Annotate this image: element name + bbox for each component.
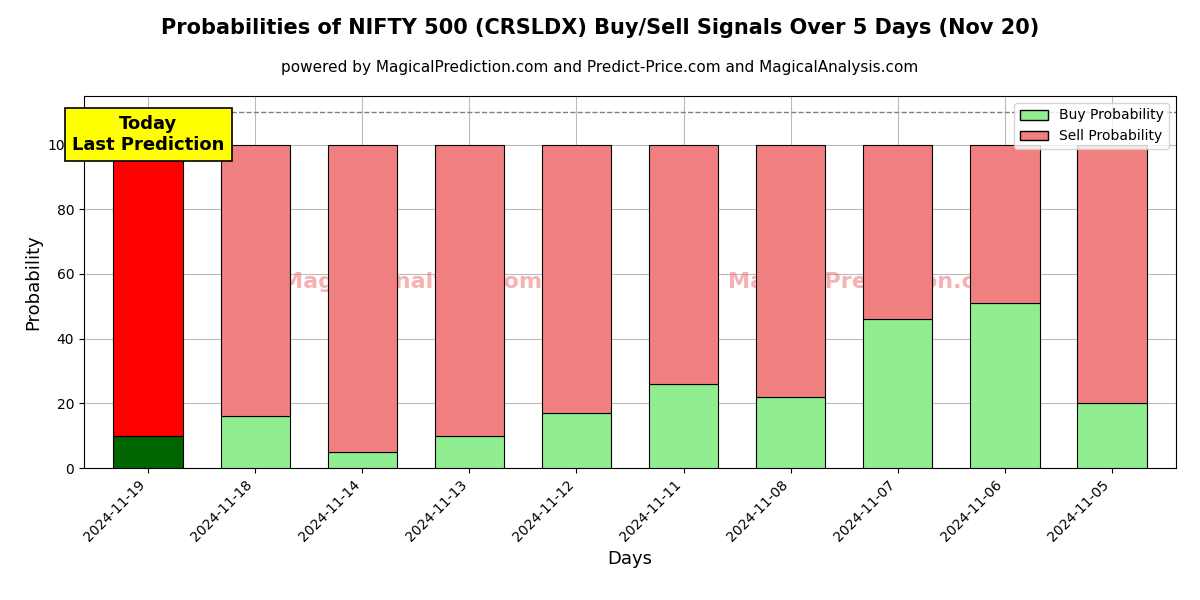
Bar xyxy=(1076,403,1146,468)
X-axis label: Days: Days xyxy=(607,550,653,568)
Legend: Buy Probability, Sell Probability: Buy Probability, Sell Probability xyxy=(1014,103,1169,149)
Bar xyxy=(541,413,611,468)
Text: Today
Last Prediction: Today Last Prediction xyxy=(72,115,224,154)
Bar xyxy=(434,436,504,468)
Text: powered by MagicalPrediction.com and Predict-Price.com and MagicalAnalysis.com: powered by MagicalPrediction.com and Pre… xyxy=(281,60,919,75)
Bar xyxy=(756,397,826,468)
Bar xyxy=(863,319,932,468)
Bar xyxy=(114,436,184,468)
Bar xyxy=(756,145,826,397)
Bar xyxy=(221,416,290,468)
Bar xyxy=(649,384,719,468)
Bar xyxy=(434,145,504,436)
Y-axis label: Probability: Probability xyxy=(24,234,42,330)
Bar xyxy=(863,145,932,319)
Bar xyxy=(1076,145,1146,403)
Bar xyxy=(970,303,1039,468)
Bar xyxy=(970,145,1039,303)
Bar xyxy=(541,145,611,413)
Bar xyxy=(221,145,290,416)
Bar xyxy=(649,145,719,384)
Bar xyxy=(328,452,397,468)
Bar xyxy=(328,145,397,452)
Text: MagicalAnalysis.com: MagicalAnalysis.com xyxy=(281,272,542,292)
Text: MagicalPrediction.com: MagicalPrediction.com xyxy=(727,272,1013,292)
Text: Probabilities of NIFTY 500 (CRSLDX) Buy/Sell Signals Over 5 Days (Nov 20): Probabilities of NIFTY 500 (CRSLDX) Buy/… xyxy=(161,18,1039,38)
Bar xyxy=(114,145,184,436)
